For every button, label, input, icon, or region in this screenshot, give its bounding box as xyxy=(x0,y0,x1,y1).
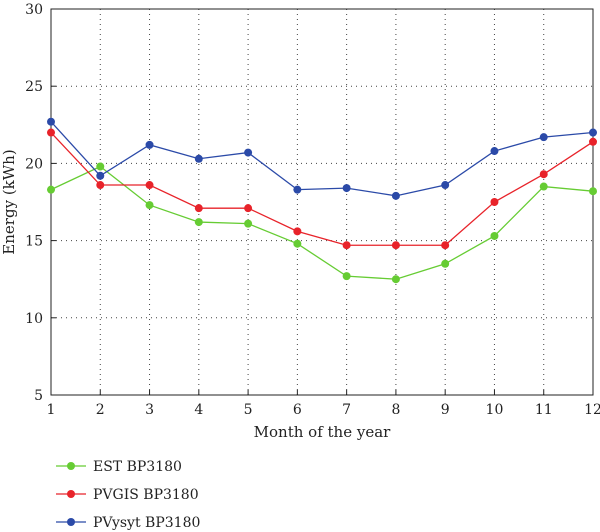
data-point xyxy=(391,275,400,284)
legend-label: PVGIS BP3180 xyxy=(93,487,199,503)
y-axis-ticks: 5 10 15 20 25 30 xyxy=(25,2,56,404)
legend-label: PVysyt BP3180 xyxy=(93,515,200,531)
data-point xyxy=(244,148,253,157)
x-tick-label: 6 xyxy=(293,402,302,418)
x-tick-label: 7 xyxy=(342,402,351,418)
y-tick-label: 30 xyxy=(25,2,43,18)
data-point xyxy=(490,198,499,206)
x-tick-label: 4 xyxy=(194,402,203,418)
series-2 xyxy=(47,128,597,250)
series-line xyxy=(50,165,594,280)
data-point xyxy=(145,181,154,190)
data-point xyxy=(589,137,597,146)
x-tick-label: 8 xyxy=(391,402,400,418)
x-tick-label: 10 xyxy=(486,402,504,418)
series-line xyxy=(50,121,594,197)
y-tick-label: 10 xyxy=(25,311,43,327)
data-point xyxy=(293,239,302,248)
data-point xyxy=(490,147,499,156)
data-point xyxy=(96,162,105,171)
y-axis-label: Energy (kWh) xyxy=(0,149,18,254)
x-tick-label: 1 xyxy=(47,402,56,418)
data-point xyxy=(391,191,400,200)
x-tick-label: 3 xyxy=(145,402,154,418)
data-point xyxy=(145,201,154,210)
data-point xyxy=(293,227,302,236)
x-tick-label: 5 xyxy=(244,402,253,418)
legend: EST BP3180 PVGIS BP3180 PVysyt BP3180 xyxy=(56,459,200,531)
data-point xyxy=(293,185,302,194)
grid-lines xyxy=(51,9,593,395)
y-tick-label: 5 xyxy=(34,388,43,404)
legend-item: PVysyt BP3180 xyxy=(56,515,200,531)
data-point xyxy=(342,184,351,193)
data-point xyxy=(194,218,203,227)
y-tick-label: 25 xyxy=(25,79,43,95)
data-point xyxy=(96,171,105,180)
data-point xyxy=(244,219,253,228)
legend-item: EST BP3180 xyxy=(56,459,182,475)
data-point xyxy=(342,272,351,281)
data-point xyxy=(441,259,450,268)
data-point xyxy=(47,128,55,137)
data-point xyxy=(441,241,450,250)
data-point xyxy=(539,133,548,142)
series-line xyxy=(50,132,594,246)
data-point xyxy=(441,181,450,190)
data-point xyxy=(539,182,548,191)
y-tick-label: 15 xyxy=(25,234,43,250)
data-point xyxy=(589,187,597,196)
x-axis-ticks: 1 2 3 4 5 6 7 8 9 10 11 12 xyxy=(47,390,600,418)
data-point xyxy=(145,140,154,149)
x-tick-label: 2 xyxy=(96,402,105,418)
data-point xyxy=(539,170,548,179)
data-point xyxy=(96,181,105,190)
data-point xyxy=(47,185,55,194)
x-tick-label: 11 xyxy=(535,402,553,418)
series-3 xyxy=(47,117,597,200)
x-tick-label: 9 xyxy=(441,402,450,418)
series-layer xyxy=(47,117,597,284)
legend-swatch-marker xyxy=(67,518,75,526)
data-point xyxy=(589,128,597,137)
data-point xyxy=(244,204,253,213)
data-point xyxy=(490,231,499,240)
plot-area-frame xyxy=(50,8,594,396)
data-point xyxy=(391,241,400,250)
legend-label: EST BP3180 xyxy=(93,459,182,475)
data-point xyxy=(194,154,203,163)
data-point xyxy=(194,204,203,213)
legend-swatch-marker xyxy=(67,490,75,498)
legend-item: PVGIS BP3180 xyxy=(56,487,199,503)
series-1 xyxy=(47,162,597,284)
data-point xyxy=(342,241,351,250)
legend-swatch-marker xyxy=(67,462,75,470)
data-point xyxy=(47,117,55,126)
x-tick-label: 12 xyxy=(584,402,600,418)
y-tick-label: 20 xyxy=(25,156,43,172)
x-axis-label: Month of the year xyxy=(254,423,391,441)
